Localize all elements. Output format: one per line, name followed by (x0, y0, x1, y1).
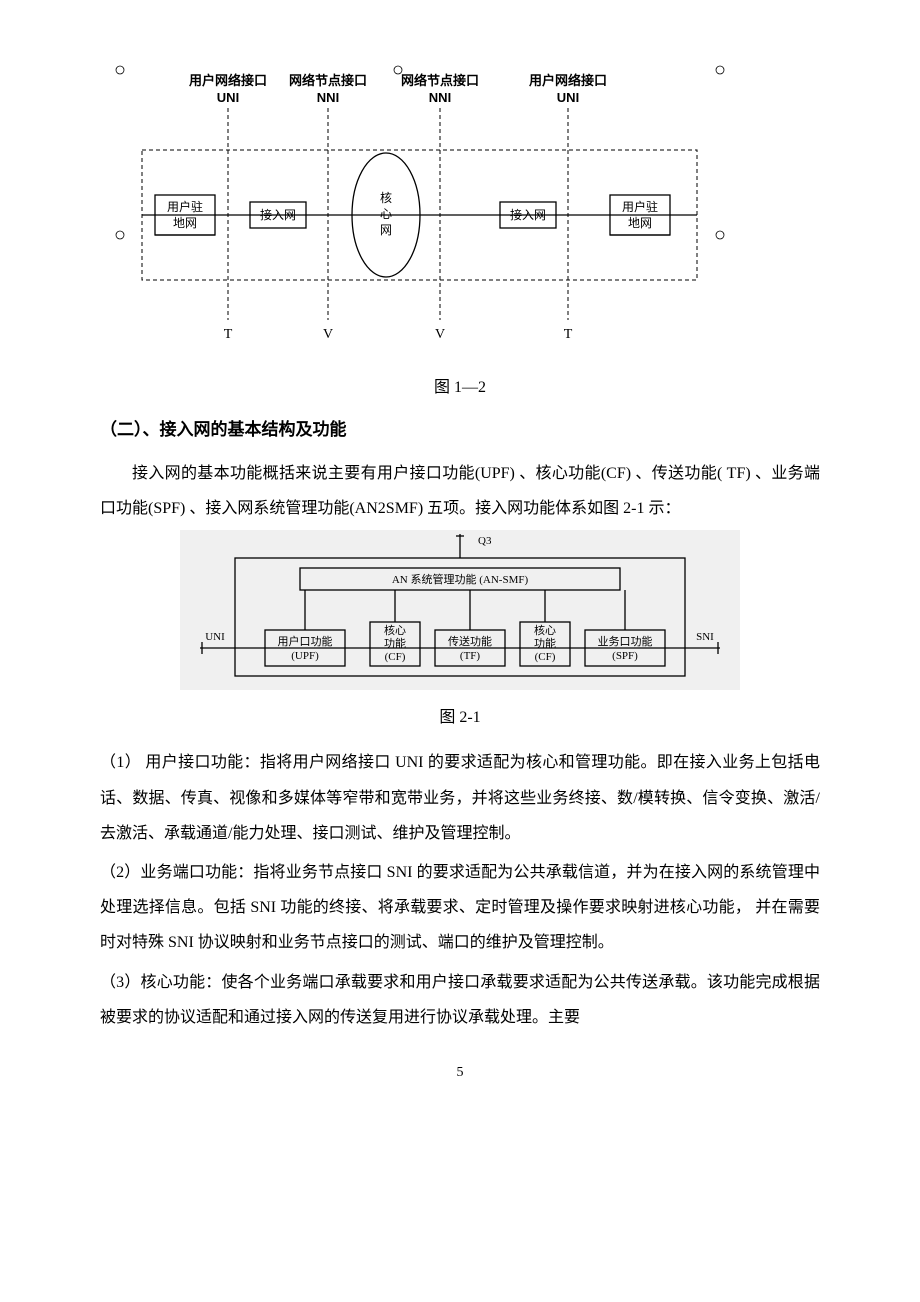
figure-2-1-caption: 图 2-1 (100, 703, 820, 727)
fig1-header2-en: NNI (317, 90, 339, 105)
fig1-header3-en: NNI (429, 90, 451, 105)
fig2-b1-l2: (UPF) (291, 650, 319, 662)
fig1-core-l2: 心 (380, 207, 392, 221)
paragraph-1: （1） 用户接口功能：指将用户网络接口 UNI 的要求适配为核心和管理功能。即在… (100, 745, 820, 851)
fig2-b3-l1: 传送功能 (448, 634, 492, 648)
paragraph-intro: 接入网的基本功能概括来说主要有用户接口功能(UPF) 、核心功能(CF) 、传送… (100, 456, 820, 526)
fig1-right-user-l2: 地网 (628, 216, 652, 230)
fig1-letter-T1: T (224, 327, 233, 342)
fig2-b4-l2: 功能 (534, 636, 556, 650)
fig1-right-user-l1: 用户驻 (622, 199, 658, 214)
fig1-left-user-l1: 用户驻 (167, 199, 203, 214)
page-number: 5 (100, 1065, 820, 1081)
figure-1-2-caption: 图 1—2 (100, 373, 820, 397)
fig1-header4-cn: 用户网络接口 (528, 73, 607, 88)
fig2-b3-l2: (TF) (460, 650, 481, 662)
fig1-header4-en: UNI (557, 90, 579, 105)
fig2-sni: SNI (696, 631, 714, 643)
fig1-right-acc: 接入网 (510, 207, 546, 222)
fig2-top: AN 系统管理功能 (AN-SMF) (392, 572, 529, 586)
fig1-left-acc: 接入网 (260, 207, 296, 222)
figure-1-2-svg: 用户网络接口 UNI 网络节点接口 NNI 网络节点接口 NNI 用户网络接口 … (100, 60, 740, 360)
figure-1-2: 用户网络接口 UNI 网络节点接口 NNI 网络节点接口 NNI 用户网络接口 … (100, 60, 820, 397)
fig2-b4-l3: (CF) (535, 651, 556, 663)
fig2-q3: Q3 (478, 535, 492, 547)
paragraph-2: （2）业务端口功能：指将业务节点接口 SNI 的要求适配为公共承载信道，并为在接… (100, 855, 820, 961)
fig1-left-user-l2: 地网 (173, 216, 197, 230)
fig2-uni: UNI (205, 631, 225, 643)
fig1-letter-T2: T (564, 327, 573, 342)
figure-2-1: Q3 AN 系统管理功能 (AN-SMF) UNI SNI 用户口功能 (UPF… (100, 530, 820, 727)
fig1-header1-cn: 用户网络接口 (188, 73, 267, 88)
fig2-b2-l2: 功能 (384, 636, 406, 650)
fig2-b4-l1: 核心 (534, 623, 556, 637)
paragraph-3: （3）核心功能：使各个业务端口承载要求和用户接口承载要求适配为公共传送承载。该功… (100, 965, 820, 1035)
fig1-letter-V2: V (435, 327, 445, 342)
fig2-b2-l1: 核心 (384, 623, 406, 637)
fig1-header2-cn: 网络节点接口 (289, 73, 367, 88)
fig1-header1-en: UNI (217, 90, 239, 105)
fig2-b5-l1: 业务口功能 (598, 634, 653, 648)
fig1-core-l3: 网 (380, 223, 392, 237)
fig2-b5-l2: (SPF) (612, 650, 638, 662)
figure-2-1-svg: Q3 AN 系统管理功能 (AN-SMF) UNI SNI 用户口功能 (UPF… (180, 530, 740, 690)
fig1-letter-V1: V (323, 327, 333, 342)
fig1-header3-cn: 网络节点接口 (401, 73, 479, 88)
fig2-b1-l1: 用户口功能 (278, 634, 333, 648)
fig2-b2-l3: (CF) (385, 651, 406, 663)
section-heading: （二）、接入网的基本结构及功能 (100, 415, 820, 440)
fig1-core-l1: 核 (380, 191, 392, 205)
